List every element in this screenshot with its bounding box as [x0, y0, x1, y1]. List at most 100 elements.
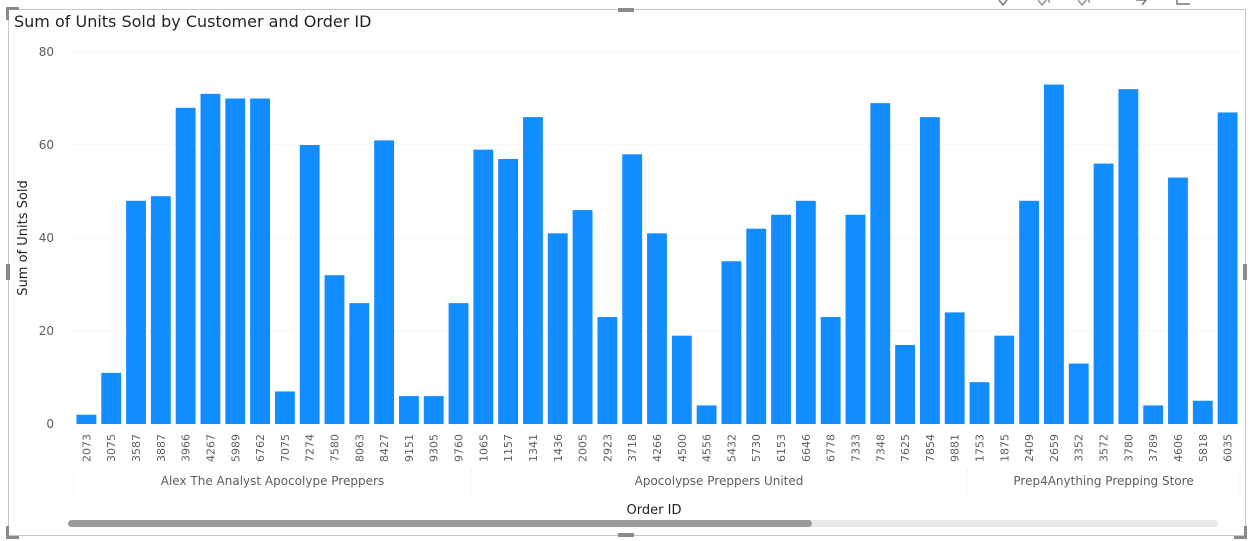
- x-tick-label: 8063: [353, 434, 366, 462]
- x-tick-label: 1157: [502, 434, 515, 462]
- x-group-label: Prep4Anything Prepping Store: [1013, 474, 1193, 488]
- x-tick-label: 7274: [304, 434, 317, 462]
- x-group-label: Apocolypse Preppers United: [635, 474, 804, 488]
- x-tick-label: 1065: [477, 434, 490, 462]
- x-tick-label: 2073: [80, 434, 93, 462]
- bar: [299, 145, 320, 424]
- bar: [572, 210, 593, 424]
- expand-hierarchy-icon[interactable]: [1076, 0, 1090, 6]
- x-tick-label: 6778: [825, 434, 838, 462]
- x-tick-label: 3780: [1122, 434, 1135, 462]
- horizontal-scrollbar-thumb[interactable]: [68, 520, 812, 527]
- bar: [1044, 84, 1064, 425]
- bar: [473, 149, 494, 424]
- x-tick-label: 8427: [378, 434, 391, 462]
- bar: [671, 335, 692, 424]
- resize-corner-top-left[interactable]: [6, 7, 19, 20]
- x-tick-label: 3352: [1073, 434, 1086, 462]
- x-tick-label: 4266: [651, 434, 664, 462]
- x-tick-label: 3572: [1098, 434, 1111, 462]
- bar: [1068, 363, 1089, 424]
- bar: [1192, 400, 1213, 424]
- drill-down-icon[interactable]: [1036, 0, 1050, 6]
- bar: [1118, 89, 1139, 424]
- bar: [820, 317, 841, 424]
- x-tick-label: 4500: [676, 434, 689, 462]
- bar: [175, 107, 196, 425]
- bar: [448, 303, 469, 424]
- bar: [1168, 177, 1188, 424]
- resize-corner-bottom-right[interactable]: [1234, 526, 1247, 539]
- x-tick-label: 9760: [453, 434, 466, 462]
- bar: [398, 396, 419, 424]
- x-tick-label: 2409: [1023, 434, 1036, 462]
- x-tick-label: 5432: [725, 434, 738, 462]
- focus-mode-icon[interactable]: [1176, 0, 1190, 6]
- x-tick-label: 6646: [800, 434, 813, 462]
- x-tick-label: 3789: [1147, 434, 1160, 462]
- x-tick-label: 7580: [328, 434, 341, 462]
- bar: [895, 344, 916, 424]
- bar: [274, 391, 295, 424]
- x-group-label: Alex The Analyst Apocolype Preppers: [161, 474, 384, 488]
- y-tick-label: 80: [39, 45, 54, 59]
- bar: [547, 233, 568, 424]
- x-tick-label: 1753: [974, 434, 987, 462]
- bar: [919, 117, 940, 424]
- bar: [622, 154, 643, 425]
- x-tick-label: 7625: [899, 434, 912, 462]
- x-tick-label: 7075: [279, 434, 292, 462]
- resize-handle-bottom[interactable]: [618, 533, 634, 537]
- x-tick-label: 4606: [1172, 434, 1185, 462]
- bar: [795, 200, 816, 424]
- bar: [696, 405, 717, 424]
- bar: [150, 196, 171, 424]
- x-tick-label: 6035: [1222, 434, 1235, 462]
- bar: [523, 117, 543, 424]
- bar: [101, 372, 122, 424]
- bar: [969, 382, 990, 424]
- bar: [845, 214, 866, 424]
- x-tick-label: 6153: [775, 434, 788, 462]
- x-tick-label: 9881: [949, 434, 962, 462]
- x-tick-label: 9305: [428, 434, 441, 462]
- x-tick-label: 1341: [527, 434, 540, 462]
- y-tick-label: 40: [39, 231, 54, 245]
- bar: [250, 98, 270, 424]
- resize-handle-top[interactable]: [618, 8, 634, 12]
- bar: [1019, 200, 1040, 424]
- bar: [721, 261, 742, 424]
- x-tick-label: 7348: [874, 434, 887, 462]
- bar: [225, 98, 246, 424]
- bar: [597, 317, 618, 424]
- filter-icon[interactable]: [1134, 0, 1148, 6]
- bar: [349, 303, 370, 424]
- x-tick-label: 4267: [204, 434, 217, 462]
- drill-up-icon[interactable]: [996, 0, 1010, 6]
- y-tick-label: 20: [39, 324, 54, 338]
- x-tick-label: 3718: [626, 434, 639, 462]
- x-tick-label: 2659: [1048, 434, 1061, 462]
- x-tick-label: 5989: [229, 434, 242, 462]
- resize-handle-right[interactable]: [1243, 264, 1247, 280]
- x-tick-label: 5818: [1197, 434, 1210, 462]
- resize-corner-bottom-left[interactable]: [6, 526, 19, 539]
- bar: [746, 228, 767, 424]
- y-axis-title: Sum of Units Sold: [16, 180, 31, 295]
- x-tick-label: 3075: [105, 434, 118, 462]
- x-tick-label: 3587: [130, 434, 143, 462]
- chart-title: Sum of Units Sold by Customer and Order …: [14, 12, 372, 31]
- y-tick-label: 60: [39, 138, 54, 152]
- x-tick-label: 3887: [155, 434, 168, 462]
- bar: [126, 200, 146, 424]
- x-axis-title: Order ID: [627, 503, 682, 518]
- x-tick-label: 3966: [180, 434, 193, 462]
- resize-handle-left[interactable]: [6, 264, 10, 280]
- x-tick-label: 2005: [577, 434, 590, 462]
- y-tick-label: 0: [46, 417, 54, 431]
- x-tick-label: 5730: [750, 434, 763, 462]
- bar: [994, 335, 1015, 424]
- bar: [498, 158, 519, 424]
- bar: [1143, 405, 1164, 424]
